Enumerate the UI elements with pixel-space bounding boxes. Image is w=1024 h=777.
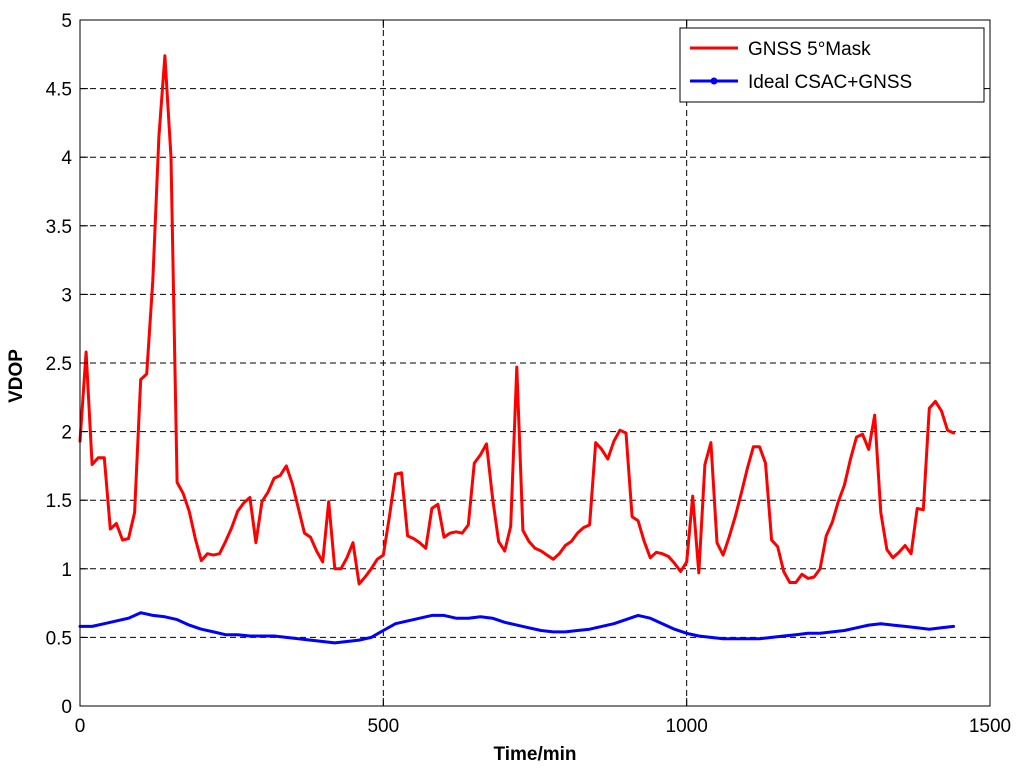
legend-label: GNSS 5°Mask bbox=[748, 39, 871, 60]
series-group bbox=[78, 54, 956, 645]
y-tick-label: 0 bbox=[61, 697, 72, 718]
y-tick-label: 3.5 bbox=[46, 217, 72, 238]
series-line-gnss-5-mask bbox=[78, 54, 956, 586]
y-tick-label: 0.5 bbox=[46, 628, 72, 649]
axis-ticks: 0 0.5 1 1.5 2 2.5 3 3.5 4 4.5 5 0 500 1000 1500 bbox=[46, 11, 1012, 737]
x-tick-label: 500 bbox=[367, 716, 399, 737]
x-axis-title: Time/min bbox=[493, 744, 576, 765]
x-tick-label: 0 bbox=[75, 716, 86, 737]
y-axis-title: VDOP bbox=[6, 349, 27, 403]
y-tick-label: 1 bbox=[61, 560, 72, 581]
y-tick-label: 5 bbox=[61, 11, 72, 32]
legend-swatch-marker bbox=[710, 77, 718, 85]
legend-box bbox=[679, 27, 985, 103]
y-tick-label: 1.5 bbox=[46, 491, 72, 512]
series-line-ideal-csac-gnss bbox=[78, 611, 956, 645]
x-tick-label: 1500 bbox=[969, 716, 1011, 737]
y-tick-label: 4.5 bbox=[46, 80, 72, 101]
legend: GNSS 5°Mask Ideal CSAC+GNSS bbox=[679, 27, 985, 103]
y-tick-label: 3 bbox=[61, 285, 72, 306]
y-tick-label: 2.5 bbox=[46, 354, 72, 375]
legend-label: Ideal CSAC+GNSS bbox=[748, 72, 912, 93]
y-tick-label: 4 bbox=[61, 148, 72, 169]
y-tick-label: 2 bbox=[61, 423, 72, 444]
x-tick-label: 1000 bbox=[666, 716, 708, 737]
grid bbox=[80, 20, 990, 706]
